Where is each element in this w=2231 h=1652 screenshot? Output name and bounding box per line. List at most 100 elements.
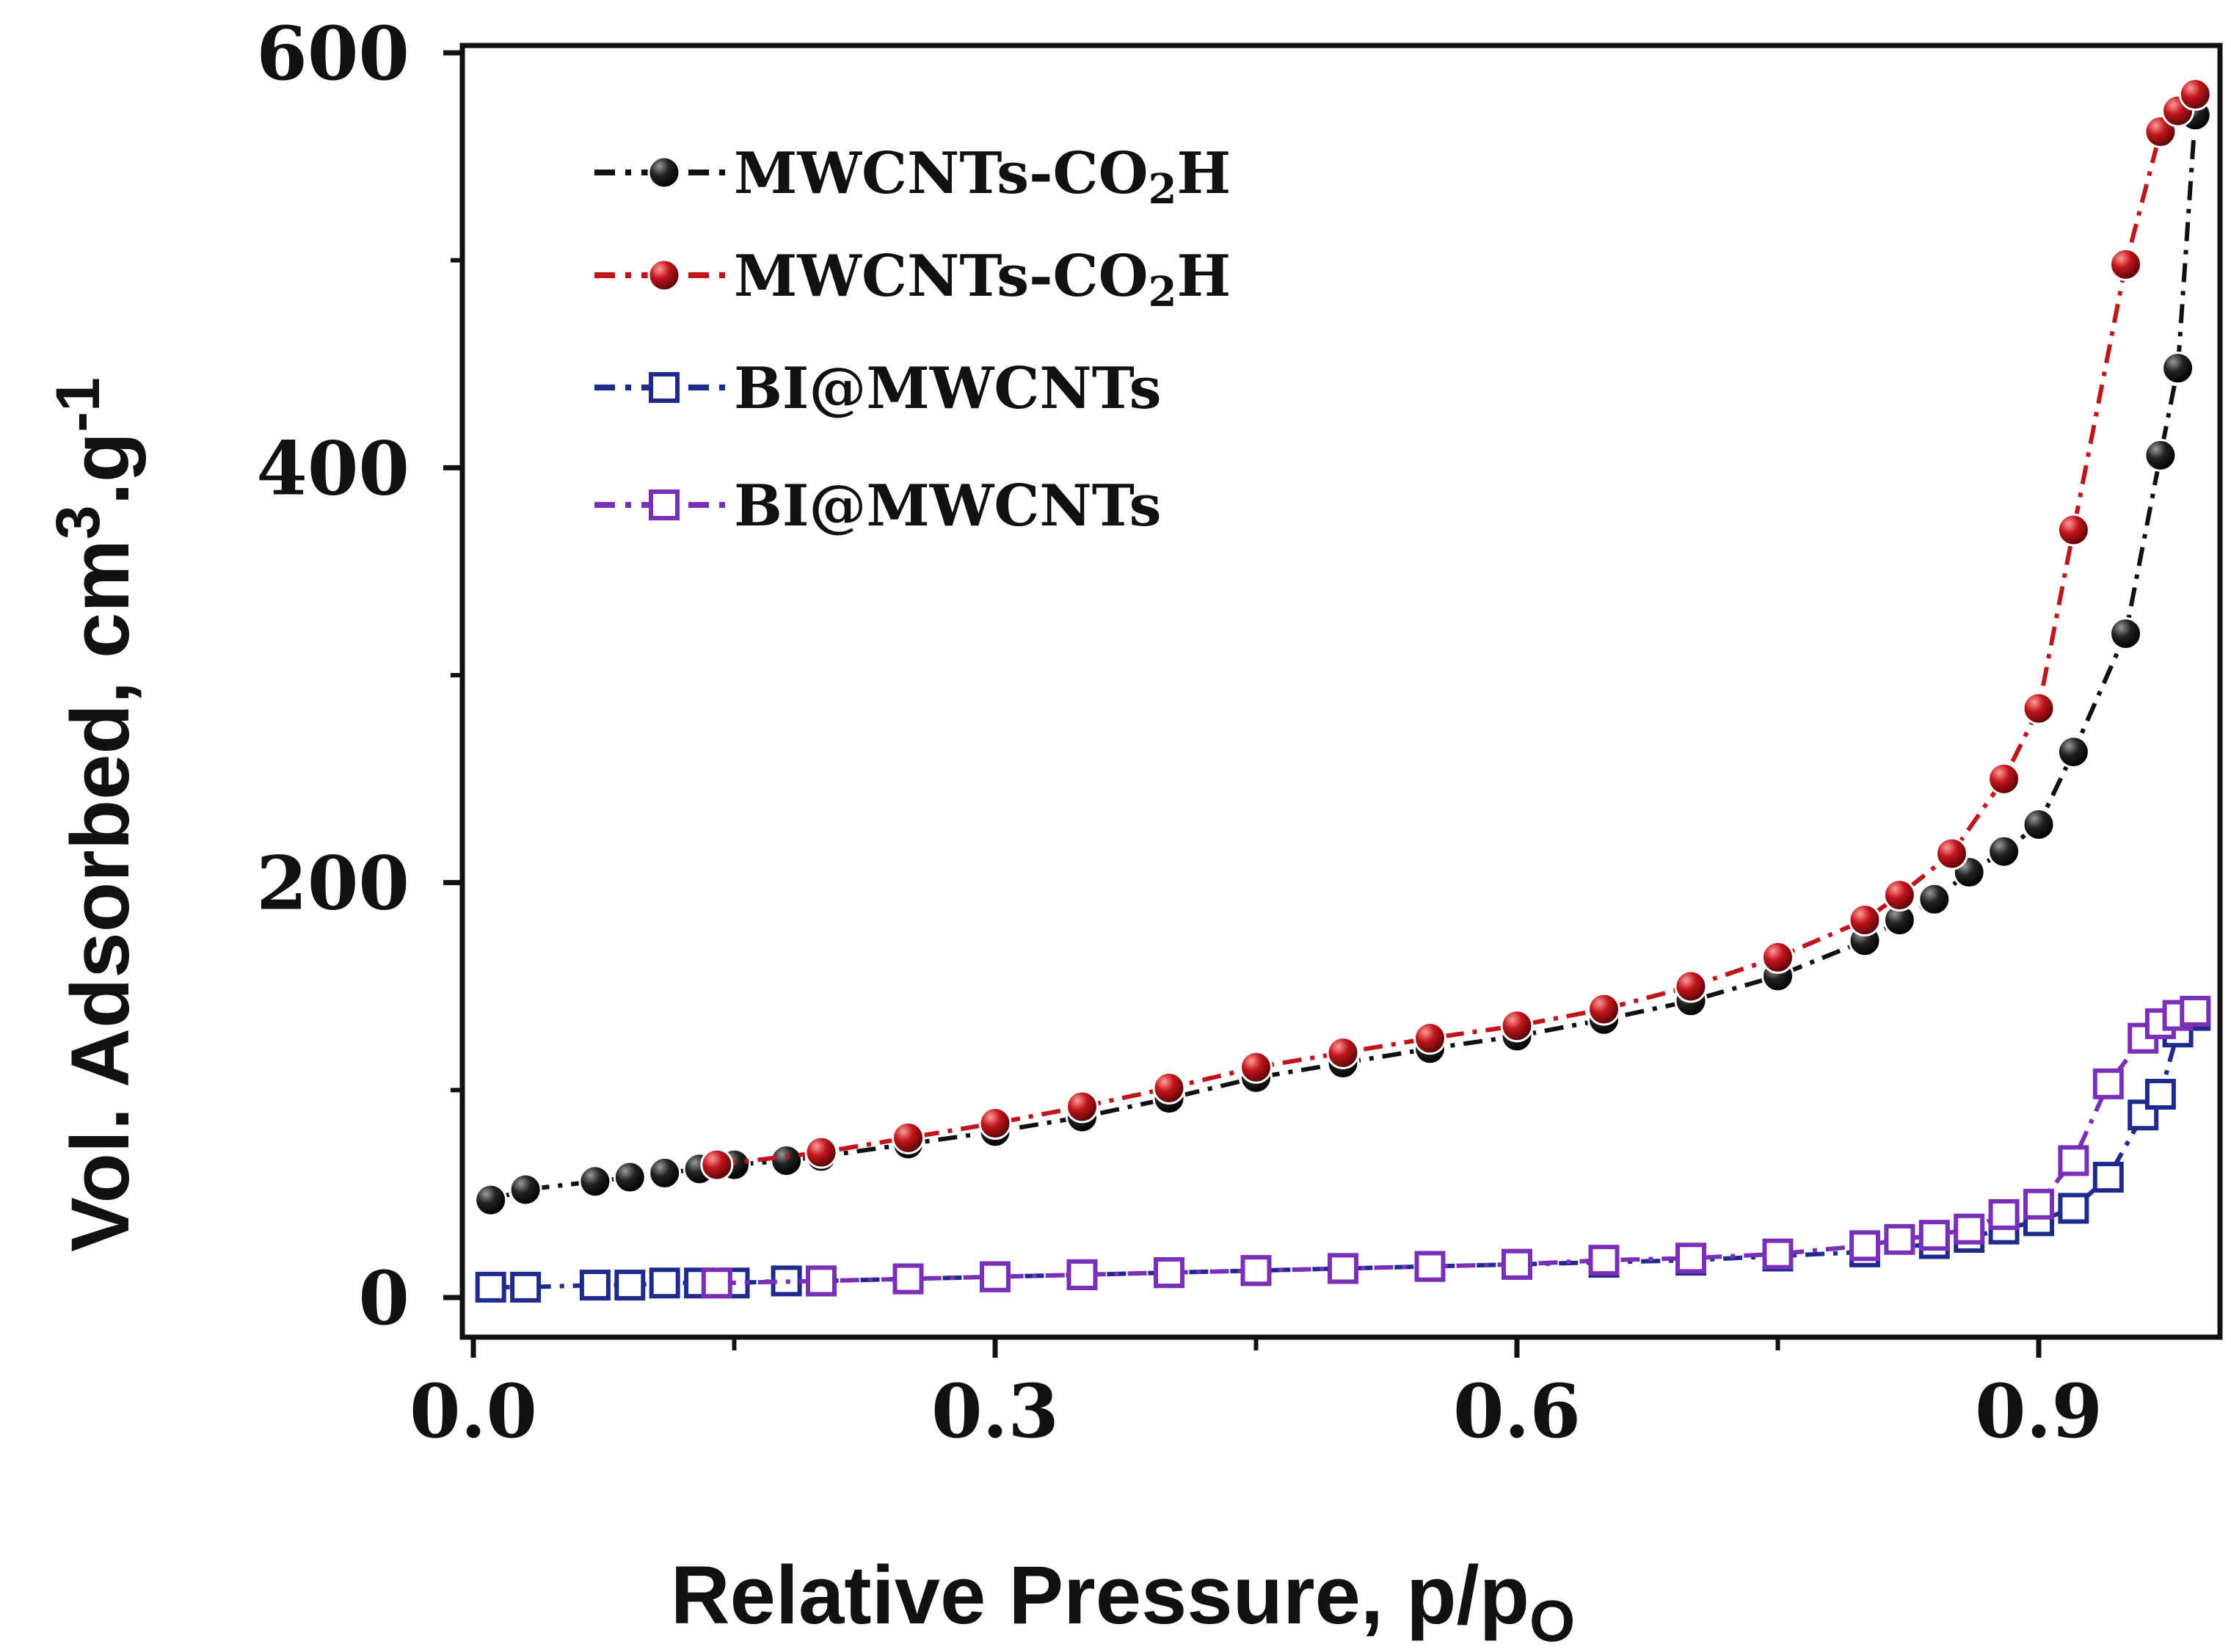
x-axis-title: Relative Pressure, p/pO [671,1549,1576,1652]
data-point [579,1270,611,1301]
y-axis-title: Vol. Adsorbed, cm3.g-1 [43,377,146,1252]
data-point [474,1183,508,1217]
data-point [578,1165,612,1198]
data-point [804,1135,838,1169]
data-point [1240,1255,1272,1287]
x-axis-title-main: Relative Pressure, p/p [671,1549,1529,1641]
data-point [1154,1257,1184,1289]
x-tick-label: 0.6 [1453,1368,1581,1455]
x-tick-label: 0.3 [931,1368,1059,1455]
data-point [892,1263,924,1295]
data-point [1762,1238,1794,1270]
data-point [2058,1193,2089,1224]
data-point [2056,735,2090,769]
y-tick-label: 400 [256,425,410,512]
data-point [1988,1198,2020,1230]
data-point [700,1148,734,1182]
data-point [509,1173,542,1207]
legend-item: MWCNTs-CO2H [594,140,1231,214]
data-point [1502,1248,1532,1280]
data-point [2144,1078,2176,1110]
data-point [2178,78,2212,112]
data-point [1414,1251,1446,1282]
x-tick-label: 0.0 [410,1368,537,1455]
data-point [1987,834,2021,868]
data-point [1413,1022,1446,1055]
data-point [1066,1259,1098,1290]
data-point [2180,995,2211,1027]
x-tick-label: 0.9 [1975,1368,2103,1455]
legend-item: BI@MWCNTs [594,473,1162,539]
data-point [1882,878,1916,912]
data-point [2056,513,2090,547]
legend-label: MWCNTs-CO2H [734,140,1231,214]
legend-label: BI@MWCNTs [734,473,1162,539]
data-point [1152,1071,1186,1105]
y-axis-title-mid: .g [54,432,146,506]
y-tick-label: 600 [256,10,410,97]
data-point [2144,438,2177,472]
legend-marker [649,372,680,403]
data-point [770,1143,804,1177]
series-4 [701,995,2211,1299]
data-point [1884,1223,1915,1255]
data-point [475,1271,506,1303]
data-point [613,1160,647,1194]
data-point [1675,1242,1706,1274]
data-point [1918,1220,1950,1251]
data-point [2092,1068,2124,1099]
series-layer [474,78,2212,1303]
data-point [2109,247,2142,281]
data-point [614,1270,646,1301]
legend-marker [649,490,680,520]
data-point [2058,1145,2089,1176]
data-point [649,1267,680,1299]
legend-item: MWCNTs-CO2H [594,243,1231,316]
y-axis-title-sup2: -1 [43,377,112,432]
data-point [2023,1188,2054,1220]
data-point [980,1261,1011,1292]
data-point [510,1271,542,1303]
series-2 [700,78,2212,1182]
data-point [2109,616,2142,650]
y-axis-title-sup1: 3 [43,505,112,539]
legend-item: BI@MWCNTs [594,355,1162,422]
data-point [2022,691,2056,725]
data-point [2092,1162,2124,1193]
data-point [701,1267,732,1299]
data-point [1954,1213,1985,1245]
data-point [648,1156,682,1190]
y-axis-title-main: Vol. Adsorbed, cm [54,539,146,1252]
y-tick-label: 200 [256,840,410,927]
legend-label: BI@MWCNTs [734,355,1162,422]
data-point [1935,837,1968,870]
data-point [1674,969,1708,1003]
data-point [1761,940,1794,974]
y-tick-label: 0 [358,1255,410,1342]
data-point [2161,352,2195,385]
data-point [1328,1253,1358,1284]
data-point [1500,1009,1534,1043]
data-point [1066,1090,1099,1124]
legend-marker [647,258,681,292]
legend: MWCNTs-CO2H MWCNTs-CO2H BI@MWCNTs BI@MWCNTs [594,140,1231,539]
data-point [1849,1230,1880,1262]
data-point [1588,1245,1620,1276]
data-point [892,1121,925,1154]
data-point [978,1107,1012,1140]
legend-marker [647,156,681,189]
plot-frame [459,43,2223,1340]
x-axis-title-subscript: O [1529,1588,1575,1652]
data-point [1240,1050,1273,1084]
data-point [1326,1036,1360,1069]
data-point [2022,808,2056,842]
data-point [1987,762,2021,796]
y-axis-ticks: 0 200 400 600 [256,10,462,1342]
x-axis-ticks: 0.0 0.3 0.6 0.9 [410,1337,2103,1455]
legend-label: MWCNTs-CO2H [734,243,1231,316]
data-point [1918,882,1951,916]
data-point [1848,903,1882,937]
data-point [806,1265,837,1297]
data-point [1587,992,1620,1026]
